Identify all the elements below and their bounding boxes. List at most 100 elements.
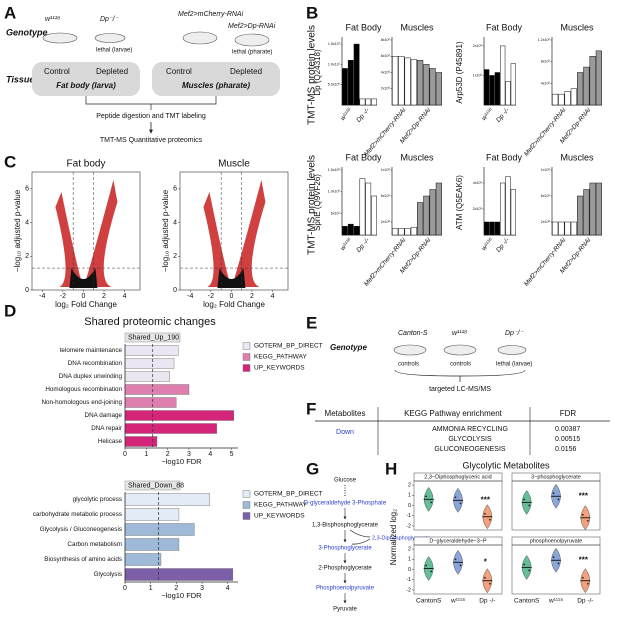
label: Genotype (330, 343, 367, 352)
bar (124, 397, 177, 408)
bar (589, 56, 596, 106)
x-tick-label: 0 (229, 293, 233, 300)
larva-icon (497, 345, 527, 355)
larva-icon (94, 33, 126, 43)
x-tick-label: 2 (102, 293, 106, 300)
sample-dot (430, 501, 433, 504)
y-tick-label: -2 (406, 587, 411, 593)
y-tick-label: 1.0x10⁶ (328, 190, 341, 194)
genotype: Canton-S (398, 330, 428, 337)
axis (341, 167, 377, 236)
sample-dot (454, 558, 457, 561)
y-axis-label: TMT-MS protein levels (307, 25, 318, 125)
x-tick-label: 4 (271, 293, 275, 300)
bar (392, 56, 399, 106)
y-tick-label: 0 (408, 567, 411, 573)
y-tick-label: 0 (173, 287, 177, 294)
bar (417, 202, 424, 236)
chart-title: Muscles (560, 152, 594, 162)
y-tick-label: -1 (406, 577, 411, 583)
legend-label: GOTERM_BP_DIRECT (254, 491, 323, 498)
node: 2,3-Diphosphoglycerate (372, 535, 430, 541)
y-tick-label: 2 (25, 253, 29, 260)
bar (365, 98, 372, 106)
annotation: * (484, 557, 488, 566)
table-cell: GLYCOLYSIS (448, 436, 492, 443)
bar (510, 189, 516, 236)
category-label: Carbon metabolism (67, 541, 122, 548)
sample-dot (454, 496, 457, 499)
sample-dot (425, 564, 428, 567)
sample-dot (586, 582, 589, 585)
x-tick-label: 3 (187, 451, 191, 458)
point-cloud (217, 268, 246, 288)
category-label: telomere maintenance (60, 347, 123, 354)
legend-swatch (242, 364, 251, 372)
box-text: Control (44, 67, 70, 76)
protein-label: SpnE (Q9VF26) (313, 174, 322, 231)
chart-title-box (124, 332, 181, 343)
larva-icon (443, 344, 477, 356)
x-tick-label: -4 (187, 293, 193, 300)
y-tick-label: 1 (408, 557, 411, 563)
bar (500, 45, 506, 106)
category-label: glycolytic process (73, 496, 122, 503)
bar (595, 50, 602, 106)
node: 1,3-Bisphosphoglycerate (312, 523, 379, 529)
bar (124, 345, 179, 356)
bar (423, 64, 430, 106)
genotype: Mef2>Dp-RNAi (228, 23, 276, 30)
bar (398, 56, 405, 106)
bar (371, 98, 377, 106)
category-label: DNA duplex unwinding (59, 373, 123, 380)
group-label: Mef2>mCherry-RNAi (363, 106, 408, 157)
y-tick-label: 2x10⁵ (381, 220, 391, 224)
protein-label: Dp (Q24318) (313, 49, 322, 96)
sample-dot (528, 569, 531, 572)
category-label: DNA recombination (68, 360, 123, 367)
sample-dot (459, 502, 462, 505)
pupa-icon (234, 33, 270, 47)
sample-dot (528, 504, 531, 507)
panel-letter: A (4, 3, 16, 22)
table-cell: 0.00387 (555, 426, 580, 433)
y-tick-label: 4 (25, 219, 29, 226)
y-tick-label: 5x10⁵ (331, 211, 341, 215)
plot-frame (511, 480, 601, 531)
panel-g: G Glucose D-glyceraldehyde 3-Phosphate 1… (304, 459, 430, 612)
chart-title: Muscles (560, 22, 594, 32)
note: controls (398, 362, 419, 368)
bar (124, 371, 170, 382)
x-tick-label: w¹¹¹⁸ (548, 598, 563, 605)
bar (429, 189, 436, 236)
chart-title-box (124, 480, 181, 491)
category-label: DNA damage (85, 412, 123, 419)
sample-dot (459, 564, 462, 567)
y-tick-label: 0 (25, 287, 29, 294)
x-tick-label: 0 (123, 585, 127, 592)
annotation: *** (481, 496, 491, 505)
bar (577, 72, 584, 106)
bar (124, 508, 180, 521)
table-cell: Down (336, 429, 354, 436)
sample-dot (581, 576, 584, 579)
y-tick-label: -2 (406, 523, 411, 529)
larva-icon (393, 344, 427, 356)
box-text: Depleted (96, 67, 128, 76)
group-label: w¹¹¹⁸ (480, 237, 494, 252)
sample-dot (425, 495, 428, 498)
bar (404, 57, 411, 106)
sample-dot (581, 513, 584, 516)
chart-title: Fat Body (345, 152, 382, 162)
note: lethal (larvae) (96, 48, 132, 54)
panel-title: Shared proteomic changes (84, 316, 216, 328)
label: Genotype (6, 27, 48, 37)
box-text: Control (166, 67, 192, 76)
y-tick-label: 6x10⁶ (381, 54, 391, 58)
y-tick-label: 5.0x10⁶ (328, 83, 341, 87)
x-tick-label: 0 (123, 451, 127, 458)
bar (423, 195, 430, 236)
x-tick-label: 5 (230, 451, 234, 458)
bar (359, 178, 366, 236)
connector (85, 96, 217, 110)
